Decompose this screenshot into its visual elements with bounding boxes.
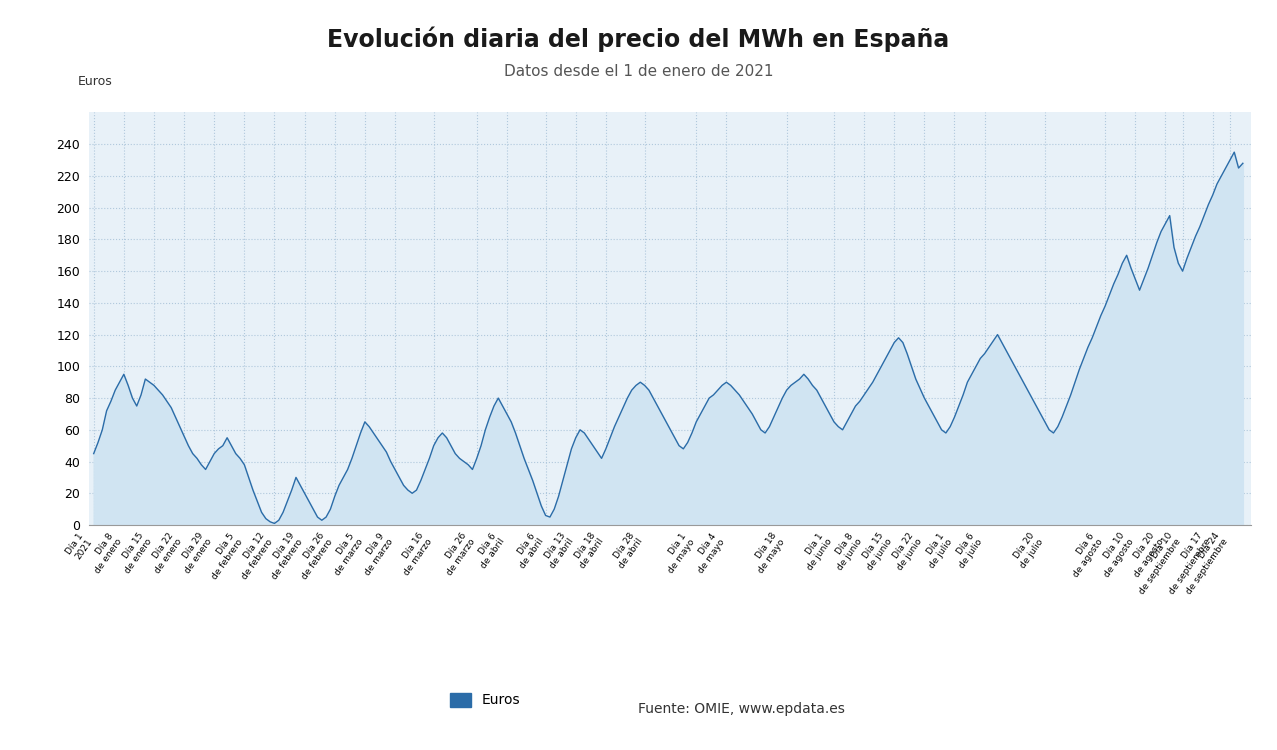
Text: Euros: Euros xyxy=(78,75,112,88)
Legend: Euros: Euros xyxy=(444,687,526,713)
Text: Evolución diaria del precio del MWh en España: Evolución diaria del precio del MWh en E… xyxy=(327,26,950,52)
Text: Fuente: OMIE, www.epdata.es: Fuente: OMIE, www.epdata.es xyxy=(638,702,845,715)
Text: Datos desde el 1 de enero de 2021: Datos desde el 1 de enero de 2021 xyxy=(503,64,774,79)
